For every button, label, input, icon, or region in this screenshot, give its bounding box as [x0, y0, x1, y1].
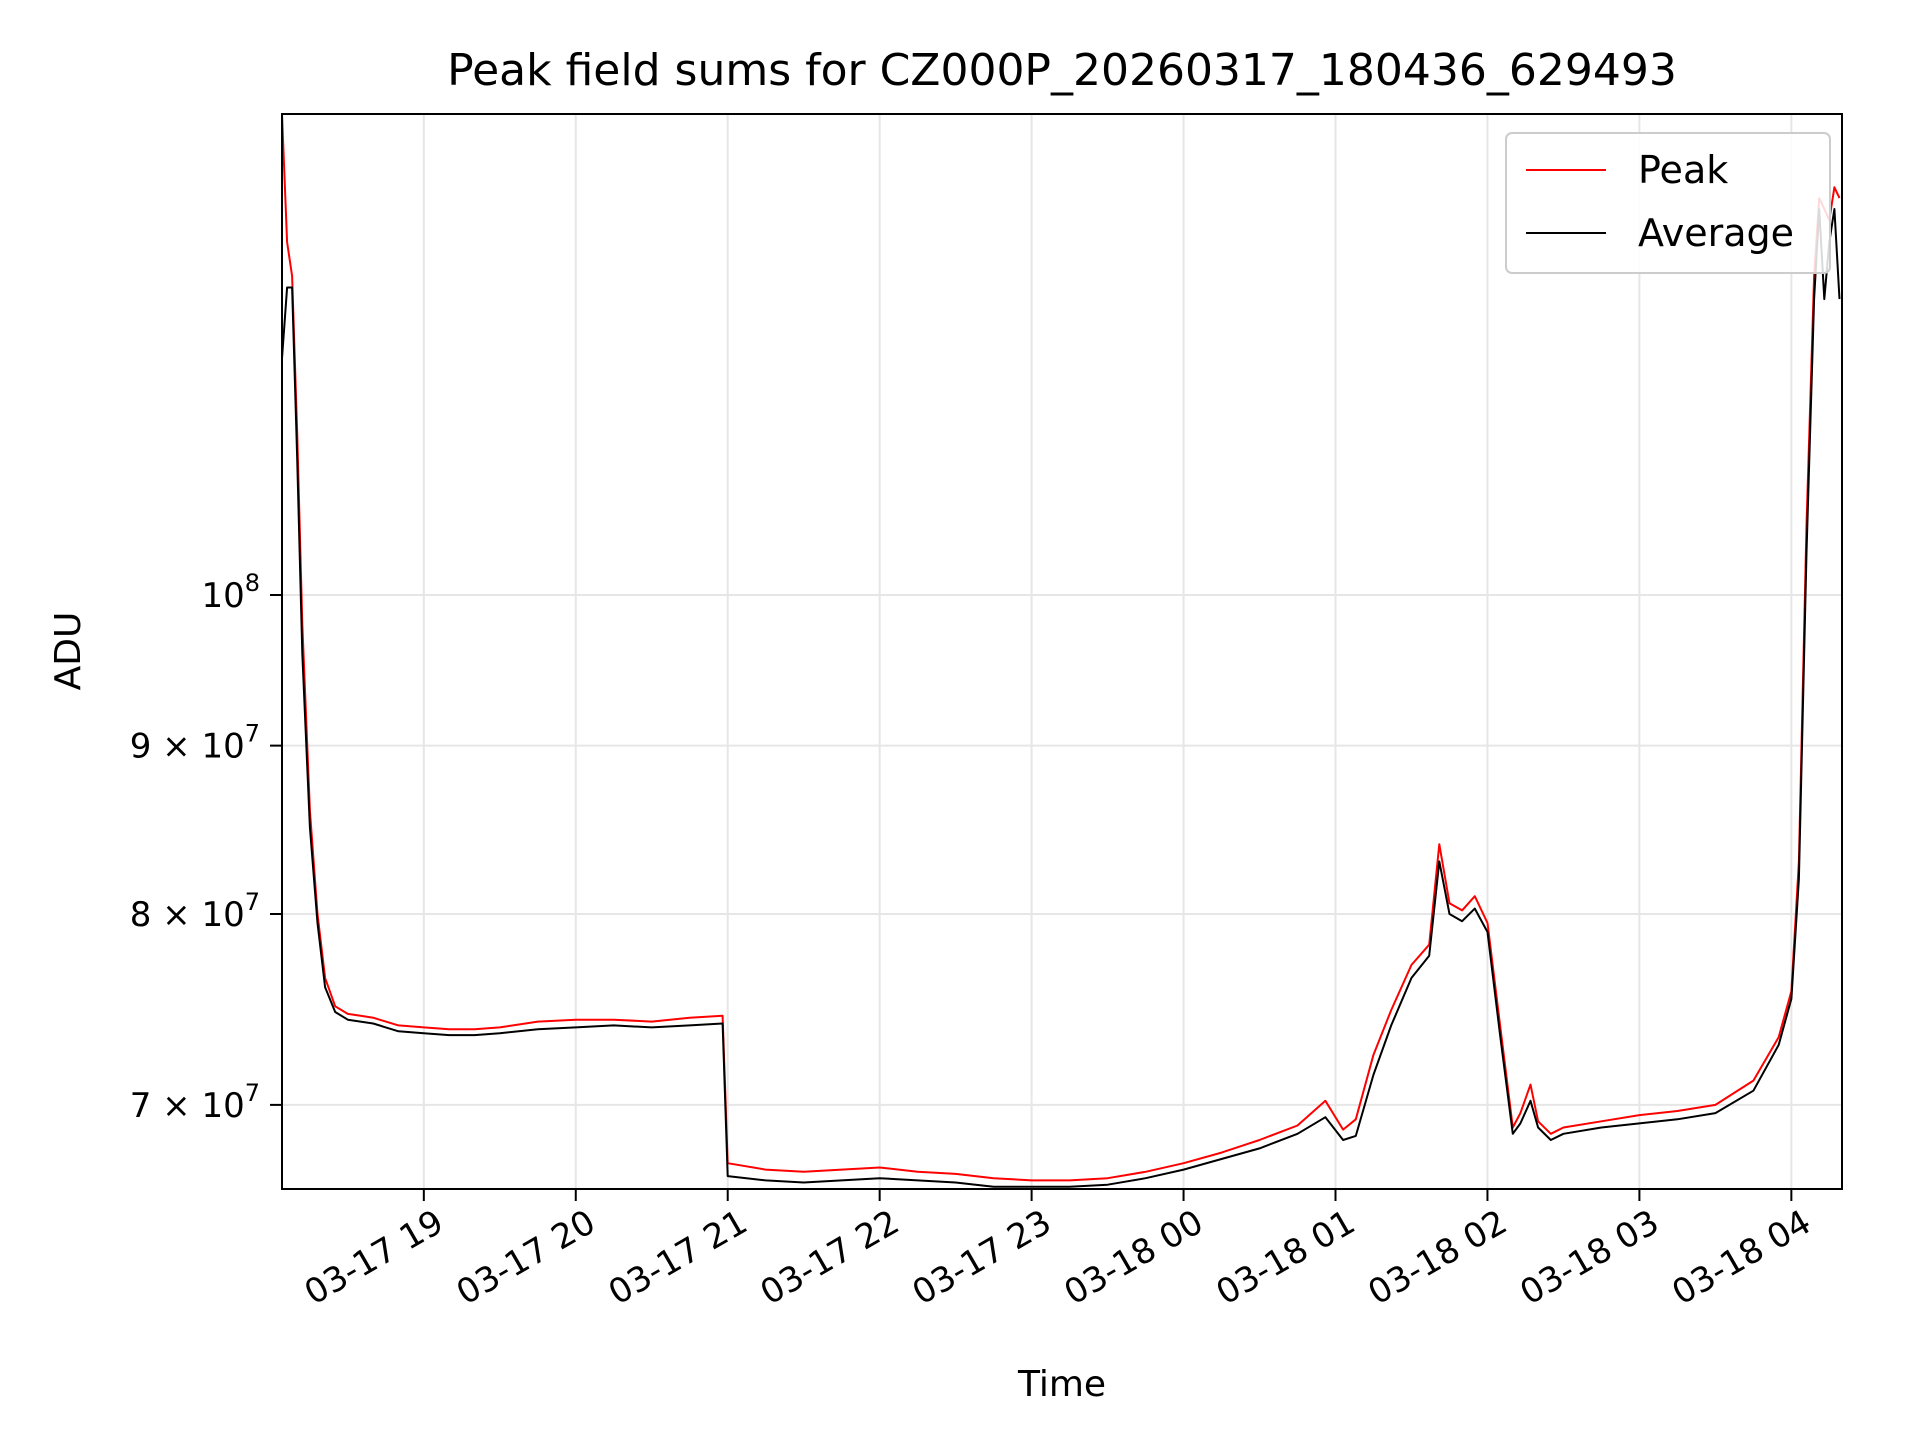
- y-tick-label: 7 × 107: [130, 1079, 260, 1126]
- x-axis-label: Time: [1017, 1364, 1106, 1405]
- y-tick-label: 8 × 107: [130, 888, 260, 935]
- series-line-average: [281, 208, 1841, 1188]
- y-tick-label: 108: [201, 569, 260, 616]
- series-line-peak: [281, 113, 1841, 1182]
- plot-area: [281, 113, 1841, 1188]
- chart-title: Peak field sums for CZ000P_20260317_1804…: [447, 45, 1677, 96]
- grid-lines: [282, 114, 1842, 1189]
- legend-label-peak: Peak: [1638, 148, 1728, 192]
- y-axis-label: ADU: [48, 612, 89, 691]
- y-tick-label: 9 × 107: [130, 720, 260, 767]
- legend-box: [1505, 132, 1831, 274]
- legend: Peak Average: [1505, 132, 1831, 274]
- legend-label-average: Average: [1638, 211, 1794, 255]
- y-axis-ticks: 7 × 107 8 × 107 9 × 107 108: [130, 569, 282, 1126]
- plot-frame: [281, 113, 1843, 1190]
